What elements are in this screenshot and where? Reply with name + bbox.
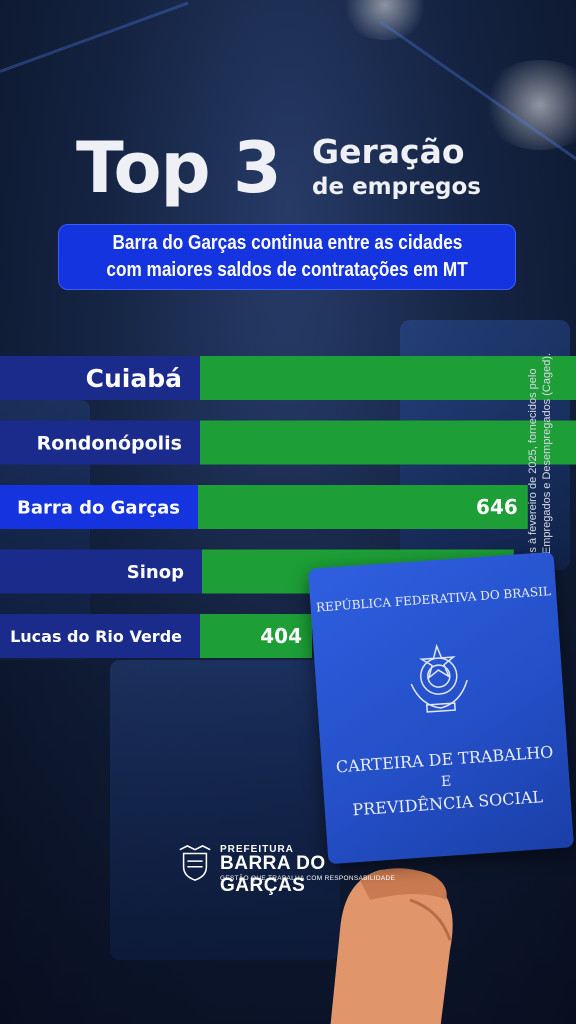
hand-image (330, 868, 453, 1024)
work-card-image: REPÚBLICA FEDERATIVA DO BRASIL CARTEIRA … (307, 551, 575, 865)
title-block: Top 3 Geração de empregos (0, 128, 576, 218)
coat-of-arms-icon (410, 643, 468, 713)
logo-slogan: GESTÃO QUE TRABALHA COM RESPONSABILIDADE (220, 875, 396, 882)
subtitle-box: Barra do Garças continua entre as cidade… (58, 224, 516, 290)
logo-city-name: BARRA DO GARÇAS (220, 853, 326, 896)
prefeitura-logo: PREFEITURA BARRA DO GARÇAS GESTÃO QUE TR… (174, 840, 414, 896)
title-top3: Top 3 (76, 127, 282, 209)
logo-prefeitura: PREFEITURA (220, 844, 294, 855)
city-seal-icon (179, 845, 211, 881)
subtitle-line-2: com maiores saldos de contratações em MT (106, 259, 468, 281)
title-geracao: Geração (312, 132, 465, 171)
title-empregos: de empregos (312, 174, 481, 200)
subtitle-line-1: Barra do Garças continua entre as cidade… (112, 232, 462, 254)
